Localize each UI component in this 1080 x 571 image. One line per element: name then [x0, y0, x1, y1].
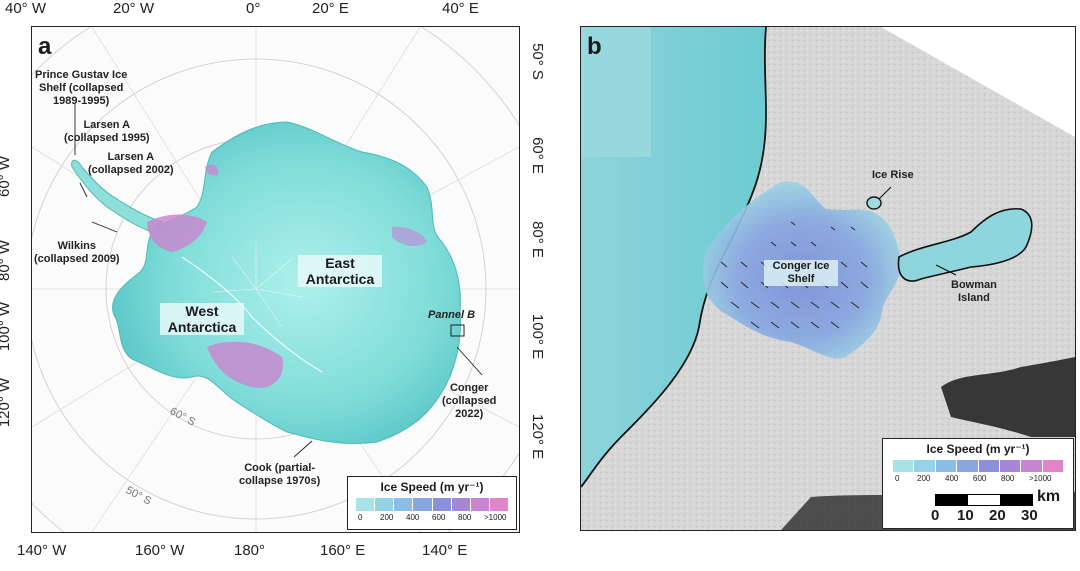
legend-b-swatch: [935, 460, 958, 472]
tick-bottom-140e: 140° E: [422, 542, 468, 559]
ice-rise: [866, 196, 882, 210]
transantarctic-line: [181, 256, 323, 373]
tick-top-20e: 20° E: [312, 0, 349, 17]
antarctica-landmass: [112, 121, 461, 445]
label-ice-rise: Ice Rise: [872, 169, 914, 181]
tick-bottom-160w: 160° W: [135, 542, 185, 559]
callout-lines: [74, 104, 483, 458]
tick-left-60w: 60° W: [0, 156, 14, 198]
tick-right-120e: 120° E: [529, 413, 547, 460]
tick-right-80e: 80° E: [528, 221, 546, 258]
fast-flow-weddell: [147, 214, 207, 252]
scale-bar: [935, 494, 1033, 506]
scale-bar-segment: [968, 495, 1000, 505]
legend-b-tick: 200: [917, 474, 931, 483]
legend-b-tick: >1000: [1029, 474, 1052, 483]
ice-speed-legend-a: Ice Speed (m yr⁻¹) 0 200 400 600 800 >10…: [347, 476, 517, 530]
legend-b-title: Ice Speed (m yr⁻¹): [926, 442, 1030, 456]
legend-a-title: Ice Speed (m yr⁻¹): [380, 480, 484, 494]
label-bowman-island: Bowman Island: [951, 279, 997, 304]
scale-tick-30: 30: [1021, 507, 1038, 524]
annotation-larsen-a-2002: Larsen A (collapsed 2002): [88, 151, 174, 176]
legend-b-swatch: [1021, 460, 1043, 472]
light-teal-band: [581, 27, 651, 157]
legend-a-tick: 200: [380, 513, 394, 522]
annotation-wilkins: Wilkins (collapsed 2009): [34, 240, 120, 265]
fast-flow-filchner: [205, 164, 219, 176]
legend-b-tick: 400: [945, 474, 959, 483]
annotation-conger: Conger (collapsed 2022): [442, 382, 497, 420]
scale-unit: km: [1037, 488, 1061, 505]
legend-b-tick: 600: [973, 474, 987, 483]
legend-b-swatch: [999, 460, 1022, 472]
tick-top-40e: 40° E: [442, 0, 479, 17]
annotation-pannel-b: Pannel B: [428, 309, 476, 321]
scale-tick-10: 10: [957, 507, 974, 524]
legend-b-swatch: [1042, 460, 1063, 472]
label-conger-ice-shelf: Conger Ice Shelf: [764, 260, 838, 286]
tick-top-0: 0°: [246, 0, 261, 17]
tick-bottom-160e: 160° E: [320, 542, 366, 559]
legend-a-ticks: 0 200 400 600 800 >1000: [356, 513, 508, 523]
annotation-cook: Cook (partial- collapse 1970s): [239, 462, 321, 487]
scale-tick-0: 0: [931, 507, 940, 524]
fast-flow-ross: [207, 341, 283, 388]
pannel-b-box: [450, 324, 465, 337]
legend-b-swatch: [893, 460, 915, 472]
tick-bottom-140w: 140° W: [17, 542, 67, 559]
legend-a-swatch: [432, 498, 452, 511]
label-west-antarctica: West Antarctica: [160, 303, 244, 335]
legend-a-swatch: [375, 498, 395, 511]
ice-speed-legend-b: Ice Speed (m yr⁻¹) 0 200 400 600 800 >10…: [882, 438, 1074, 529]
legend-a-tick: 600: [432, 513, 446, 522]
label-east-antarctica: East Antarctica: [298, 255, 382, 287]
legend-a-tick: 400: [406, 513, 420, 522]
legend-a-swatch: [356, 498, 376, 511]
annotation-prince-gustav: Prince Gustav Ice Shelf (collapsed 1989-…: [35, 69, 128, 107]
annotation-larsen-a-1995: Larsen A (collapsed 1995): [64, 119, 150, 144]
open-water: [941, 357, 1075, 437]
scale-bar-segment: [1000, 495, 1032, 505]
tick-left-100w: 100° W: [0, 302, 14, 352]
pole-lines: [211, 242, 303, 328]
legend-a-tick: 800: [458, 513, 472, 522]
legend-a-swatch: [470, 498, 490, 511]
tick-top-20w: 20° W: [113, 0, 155, 17]
legend-b-swatch: [914, 460, 936, 472]
legend-b-swatch: [957, 460, 979, 472]
antarctica-map-panel: a 60° S 50° S Prince Gustav Ice Shelf (c…: [31, 26, 520, 533]
legend-a-tick: 0: [358, 513, 363, 522]
tick-bottom-180: 180°: [234, 542, 266, 559]
legend-b-tick: 0: [895, 474, 900, 483]
tick-right-50s: 50° S: [528, 43, 546, 80]
legend-a-tick: >1000: [484, 513, 507, 522]
scale-bar-segment: [936, 495, 968, 505]
tick-left-120w: 120° W: [0, 378, 14, 428]
scale-tick-20: 20: [989, 507, 1006, 524]
tick-right-100e: 100° E: [529, 313, 547, 360]
legend-b-tick: 800: [1001, 474, 1015, 483]
conger-map-panel: b Ice Rise Conger Ice Shelf Bowman Islan…: [580, 26, 1076, 531]
legend-a-colorbar: [356, 498, 508, 511]
tick-left-80w: 80° W: [0, 240, 14, 282]
fast-flow-amery: [392, 226, 427, 247]
tick-top-40w: 40° W: [5, 0, 47, 17]
no-data-corner: [881, 27, 1075, 137]
legend-b-swatch: [978, 460, 1000, 472]
legend-b-ticks: 0 200 400 600 800 >1000: [893, 474, 1063, 484]
bowman-island: [897, 207, 1033, 282]
legend-a-swatch: [413, 498, 433, 511]
panel-a-letter: a: [38, 33, 52, 60]
legend-a-swatch: [451, 498, 471, 511]
coastline: [581, 27, 767, 488]
legend-b-colorbar: [893, 460, 1063, 472]
panel-b-callouts: [878, 186, 957, 276]
tick-right-60e: 60° E: [528, 137, 546, 174]
legend-a-swatch: [489, 498, 508, 511]
antarctica-map-svg: [32, 27, 519, 532]
panel-b-letter: b: [587, 33, 602, 60]
legend-a-swatch: [394, 498, 414, 511]
antarctic-peninsula: [71, 159, 163, 233]
